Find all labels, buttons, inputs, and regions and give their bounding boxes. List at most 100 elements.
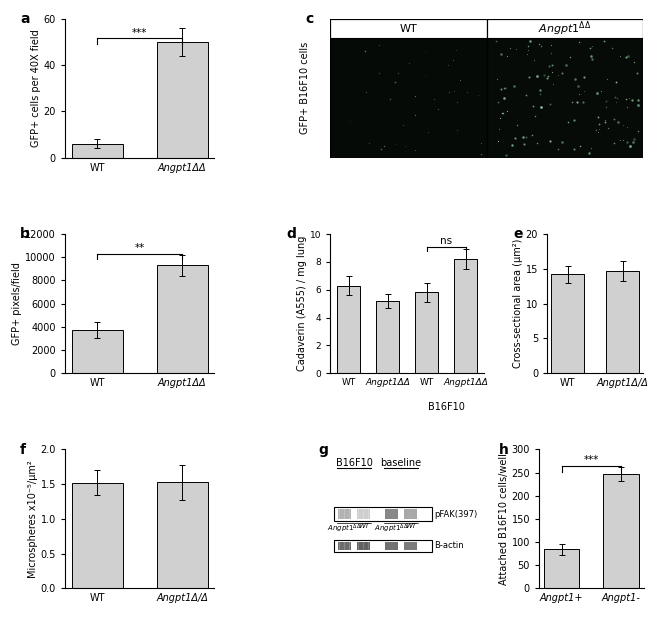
Text: WT: WT: [358, 523, 369, 529]
Bar: [334, 507, 432, 521]
Bar: [388, 509, 389, 519]
Bar: [367, 542, 369, 550]
Bar: [369, 509, 370, 519]
Bar: [410, 509, 412, 519]
Bar: [544, 549, 579, 588]
Bar: [357, 542, 370, 550]
Bar: [357, 542, 358, 550]
Bar: [454, 259, 477, 373]
Y-axis label: Cross-sectional area (μm²): Cross-sectional area (μm²): [513, 239, 523, 368]
Bar: [386, 509, 388, 519]
Bar: [409, 509, 410, 519]
Bar: [603, 474, 639, 588]
Bar: [415, 292, 438, 373]
Bar: [359, 542, 360, 550]
Bar: [157, 42, 207, 158]
Bar: [407, 542, 409, 550]
Bar: [367, 509, 369, 519]
Y-axis label: Attached B16F10 cells/well: Attached B16F10 cells/well: [499, 453, 508, 585]
Bar: [72, 144, 123, 158]
Bar: [390, 542, 391, 550]
Bar: [487, 19, 644, 38]
Bar: [344, 509, 346, 519]
Bar: [338, 509, 339, 519]
Bar: [357, 509, 370, 519]
Text: GFP+ B16F10 cells: GFP+ B16F10 cells: [300, 42, 310, 135]
Bar: [414, 542, 415, 550]
Bar: [338, 542, 351, 550]
Bar: [341, 509, 343, 519]
Bar: [404, 542, 417, 550]
Bar: [357, 509, 358, 519]
Bar: [348, 542, 350, 550]
Bar: [360, 542, 361, 550]
Text: f: f: [20, 443, 26, 456]
Bar: [404, 542, 405, 550]
Bar: [346, 509, 348, 519]
Text: e: e: [514, 227, 523, 241]
Bar: [407, 509, 409, 519]
FancyBboxPatch shape: [330, 19, 487, 158]
Text: d: d: [287, 227, 296, 241]
Bar: [369, 542, 370, 550]
Text: baseline: baseline: [380, 458, 421, 468]
Bar: [412, 542, 413, 550]
Bar: [359, 509, 360, 519]
Bar: [551, 274, 584, 373]
Bar: [415, 509, 417, 519]
Bar: [330, 19, 487, 38]
Bar: [410, 542, 412, 550]
Bar: [388, 542, 389, 550]
Text: pFAK(397): pFAK(397): [434, 510, 477, 518]
Bar: [72, 331, 123, 373]
Bar: [404, 509, 405, 519]
Text: h: h: [499, 443, 509, 456]
Bar: [360, 509, 361, 519]
Y-axis label: GFP+ pixels/field: GFP+ pixels/field: [12, 262, 23, 345]
Bar: [341, 542, 343, 550]
Bar: [72, 483, 123, 588]
Bar: [344, 542, 346, 550]
Bar: [406, 542, 407, 550]
Bar: [395, 509, 396, 519]
Bar: [415, 542, 417, 550]
Bar: [157, 482, 207, 588]
Text: $Angpt1^{\Delta\Delta}$: $Angpt1^{\Delta\Delta}$: [374, 523, 409, 535]
Bar: [363, 542, 365, 550]
Bar: [414, 509, 415, 519]
Bar: [404, 509, 417, 519]
Text: WT: WT: [405, 523, 416, 529]
Bar: [339, 509, 341, 519]
Bar: [343, 509, 344, 519]
Bar: [157, 265, 207, 373]
Bar: [396, 542, 398, 550]
Bar: [365, 509, 367, 519]
FancyBboxPatch shape: [487, 19, 644, 158]
Bar: [390, 509, 391, 519]
Text: $Angpt1^{\Delta\Delta}$: $Angpt1^{\Delta\Delta}$: [538, 19, 592, 38]
Text: ***: ***: [584, 456, 599, 466]
Text: ns: ns: [440, 236, 452, 246]
Bar: [363, 509, 365, 519]
Bar: [338, 542, 339, 550]
Bar: [393, 509, 395, 519]
Bar: [346, 542, 348, 550]
Bar: [365, 542, 367, 550]
Text: ***: ***: [132, 28, 148, 38]
Bar: [350, 542, 351, 550]
Bar: [606, 271, 639, 373]
Bar: [393, 542, 395, 550]
Bar: [386, 542, 388, 550]
Bar: [409, 542, 410, 550]
Text: **: **: [135, 243, 145, 253]
Text: b: b: [20, 227, 30, 241]
Bar: [337, 285, 360, 373]
Text: a: a: [20, 12, 30, 26]
Bar: [334, 540, 432, 552]
Text: g: g: [318, 443, 328, 456]
Y-axis label: Cadaverin (A555) / mg lung: Cadaverin (A555) / mg lung: [296, 236, 307, 371]
Bar: [385, 509, 386, 519]
Bar: [362, 509, 363, 519]
Bar: [391, 509, 393, 519]
Bar: [396, 509, 398, 519]
